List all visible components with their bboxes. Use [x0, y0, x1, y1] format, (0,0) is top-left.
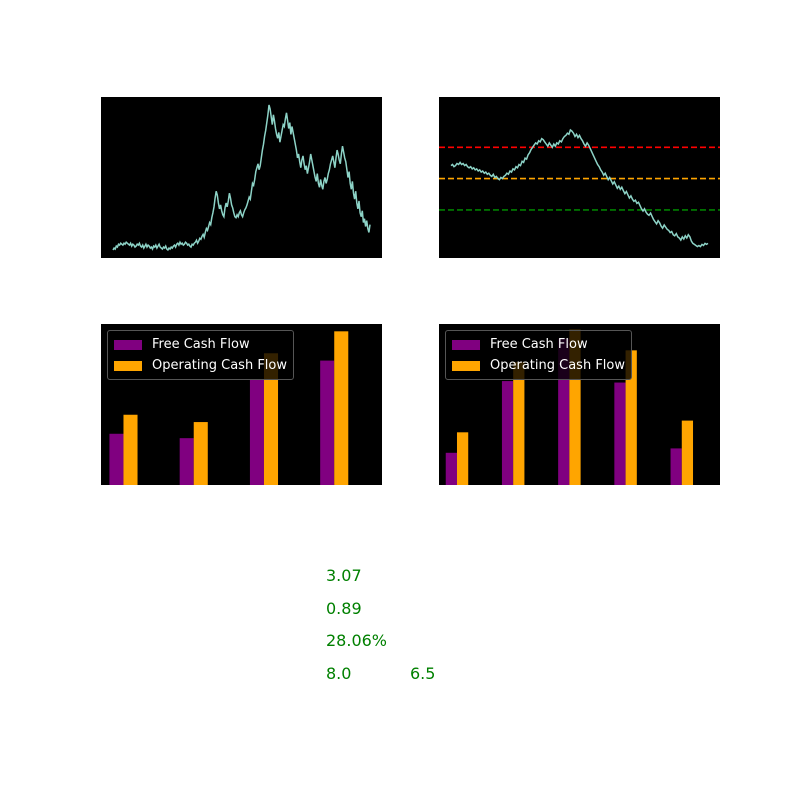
- legend-item-fcf: Free Cash Flow: [114, 334, 287, 355]
- fcf-bar-0: [445, 452, 457, 485]
- legend-label-fcf: Free Cash Flow: [152, 337, 250, 352]
- fcf-bar-2: [249, 379, 264, 485]
- ocf-bar-1: [193, 422, 208, 485]
- ocf-bar-1: [513, 362, 525, 485]
- ocf-bar-2: [569, 329, 581, 485]
- price-series-line: [112, 104, 371, 252]
- fcf-bar-0: [109, 433, 124, 485]
- fcf-bar-1: [501, 381, 514, 485]
- cash-flow-bars-right: [445, 329, 694, 485]
- cash-flow-bars-left: [109, 331, 349, 485]
- legend-label-ocf: Operating Cash Flow: [152, 358, 287, 373]
- cash-flow-chart-right: Free Cash Flow Operating Cash Flow: [439, 324, 720, 485]
- price-history-plot: [112, 104, 371, 252]
- legend-item-fcf: Free Cash Flow: [452, 334, 625, 355]
- ocf-bar-4: [681, 420, 694, 485]
- legend-item-ocf: Operating Cash Flow: [452, 355, 625, 376]
- fcf-swatch: [114, 339, 142, 350]
- legend-left: Free Cash Flow Operating Cash Flow: [107, 330, 294, 380]
- legend-label-fcf: Free Cash Flow: [490, 337, 588, 352]
- metric-value-2: 0.89: [326, 599, 362, 618]
- legend-item-ocf: Operating Cash Flow: [114, 355, 287, 376]
- price-history-chart: [101, 97, 382, 258]
- ocf-swatch: [452, 360, 480, 371]
- fcf-bar-2: [558, 338, 570, 485]
- legend-label-ocf: Operating Cash Flow: [490, 358, 625, 373]
- ocf-swatch: [114, 360, 142, 371]
- ocf-bar-3: [334, 331, 349, 485]
- ocf-bar-0: [456, 432, 469, 485]
- ocf-bar-2: [263, 353, 279, 485]
- fcf-bar-4: [670, 448, 682, 485]
- support-resistance-chart: [439, 97, 720, 258]
- cash-flow-chart-left: Free Cash Flow Operating Cash Flow: [101, 324, 382, 485]
- ocf-bar-3: [625, 350, 637, 485]
- fcf-swatch: [452, 339, 480, 350]
- metric-value-3: 28.06%: [326, 631, 388, 650]
- fcf-bar-3: [614, 382, 626, 485]
- metric-value-1: 3.07: [326, 566, 362, 585]
- support-resistance-plot: [439, 128, 720, 248]
- metric-value-4a: 8.0: [326, 664, 352, 683]
- legend-right: Free Cash Flow Operating Cash Flow: [445, 330, 632, 380]
- ocf-bar-0: [123, 414, 138, 485]
- fcf-bar-1: [179, 438, 194, 485]
- fcf-bar-3: [320, 360, 335, 485]
- price-series-line: [450, 128, 709, 248]
- metric-value-4b: 6.5: [410, 664, 436, 683]
